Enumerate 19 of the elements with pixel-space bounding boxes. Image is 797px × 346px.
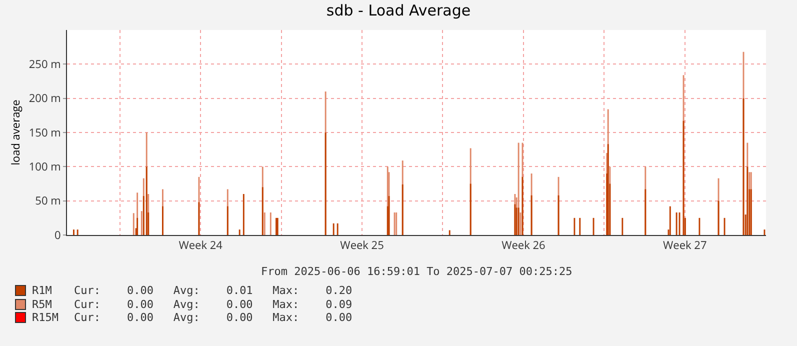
text: Cur: 0.00 Avg: 0.00 Max: 0.00 xyxy=(74,311,352,324)
x-tick-label: Week 25 xyxy=(340,238,384,254)
y-tick-label: 50 m xyxy=(35,194,61,209)
x-tick-label: Week 24 xyxy=(178,238,224,254)
x-axis-title: From 2025-06-06 16:59:01 To 2025-07-07 00:25:25 xyxy=(261,265,572,278)
text: Cur: 0.00 Avg: 0.01 Max: 0.20 xyxy=(74,284,352,298)
x-tick-label: Week 26 xyxy=(502,238,546,254)
y-axis-title: load average xyxy=(8,100,24,166)
text: Cur: 0.00 Avg: 0.00 Max: 0.09 xyxy=(74,298,352,311)
y-tick-label: 0 xyxy=(54,228,61,243)
legend-label: R1M xyxy=(32,284,53,298)
y-tick-label: 250 m xyxy=(28,57,61,72)
y-tick-label: 150 m xyxy=(28,125,61,140)
legend-label: R5M xyxy=(32,298,53,311)
x-tick-label: Week 27 xyxy=(663,238,707,254)
y-tick-label: 200 m xyxy=(28,91,61,106)
chart-title: sdb - Load Average xyxy=(326,2,471,20)
y-tick-label: 100 m xyxy=(28,160,61,175)
legend-label: R15M xyxy=(32,311,60,324)
